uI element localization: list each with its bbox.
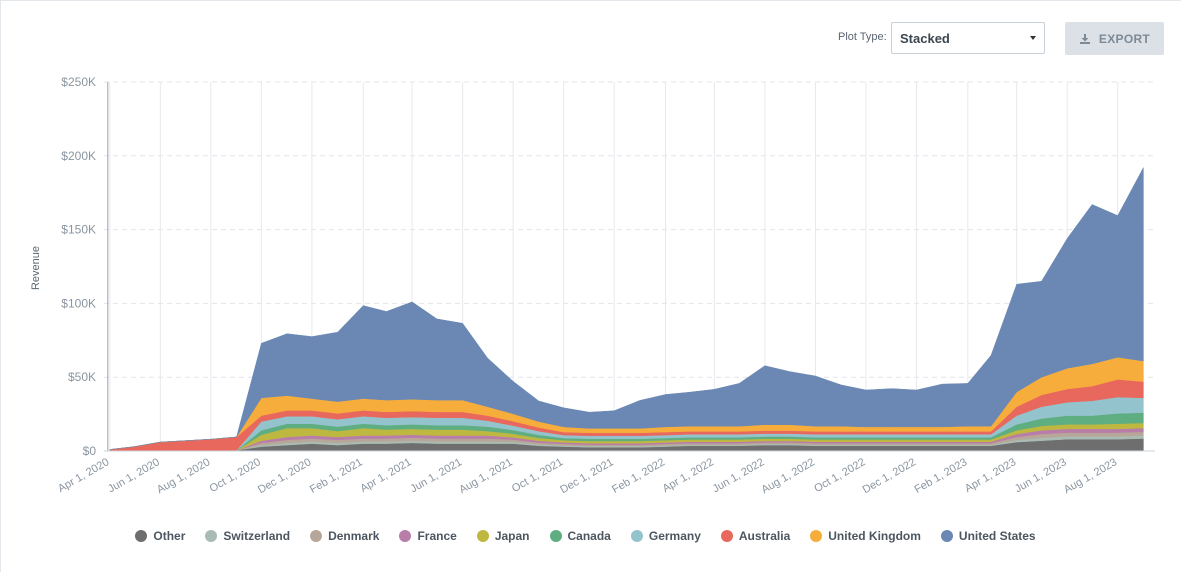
x-tick-label: Aug 1, 2022: [760, 456, 817, 496]
legend-item-canada[interactable]: Canada: [549, 529, 611, 543]
x-tick-label: Jun 1, 2023: [1013, 456, 1069, 495]
legend-item-united-kingdom[interactable]: United Kingdom: [810, 529, 921, 543]
x-tick-label: Oct 1, 2022: [812, 456, 867, 495]
legend-label: Other: [153, 529, 186, 543]
area-united-states: [109, 167, 1144, 450]
x-tick-label: Feb 1, 2021: [308, 456, 365, 496]
legend-marker: [310, 530, 323, 542]
legend-label: Germany: [648, 529, 701, 543]
panel-left-border: [0, 0, 1, 572]
y-tick-label: $50K: [68, 370, 96, 384]
legend-item-france[interactable]: France: [399, 529, 457, 543]
legend-item-other[interactable]: Other: [135, 529, 185, 543]
x-tick-label: Aug 1, 2021: [457, 456, 514, 496]
legend-item-united-states[interactable]: United States: [940, 529, 1036, 543]
chart-areas: [109, 167, 1144, 452]
plot-type-value: Stacked: [900, 30, 950, 46]
legend-label: Canada: [567, 529, 611, 543]
legend-item-germany[interactable]: Germany: [630, 529, 701, 543]
x-tick-label: Dec 1, 2020: [256, 456, 313, 496]
legend-marker: [720, 530, 733, 542]
x-tick-label: Dec 1, 2022: [861, 456, 918, 496]
legend-label: France: [417, 529, 457, 543]
y-tick-label: $200K: [61, 149, 96, 163]
legend-marker: [810, 530, 823, 542]
x-tick-label: Aug 1, 2023: [1062, 456, 1119, 496]
x-tick-label: Oct 1, 2021: [510, 456, 565, 495]
x-tick-label: Oct 1, 2020: [208, 456, 263, 495]
x-tick-label: Feb 1, 2022: [610, 456, 667, 496]
x-tick-label: Apr 1, 2023: [963, 456, 1018, 495]
plot-type-dropdown[interactable]: Stacked: [891, 22, 1045, 54]
plot-type-label: Plot Type:: [838, 31, 887, 43]
legend-marker: [630, 530, 643, 542]
x-tick-label: Dec 1, 2021: [558, 456, 615, 496]
legend-marker: [476, 530, 489, 542]
export-label: EXPORT: [1098, 31, 1151, 46]
legend-marker: [399, 530, 412, 542]
chart-legend: Other Switzerland Denmark France Japan Canada…: [0, 529, 1181, 543]
x-tick-label: Apr 1, 2021: [358, 456, 413, 495]
export-button[interactable]: EXPORT: [1065, 22, 1164, 55]
legend-item-denmark[interactable]: Denmark: [310, 529, 379, 543]
x-tick-label: Apr 1, 2020: [56, 456, 111, 495]
x-tick-label: Jun 1, 2021: [408, 456, 464, 495]
legend-label: Switzerland: [223, 529, 291, 543]
x-tick-label: Aug 1, 2020: [155, 456, 212, 496]
y-tick-label: $150K: [61, 223, 96, 237]
x-tick-label: Jun 1, 2020: [106, 456, 162, 495]
y-tick-label: $0: [83, 444, 97, 458]
legend-item-japan[interactable]: Japan: [476, 529, 530, 543]
legend-label: Australia: [738, 529, 791, 543]
download-icon: [1079, 33, 1090, 44]
x-tick-label: Feb 1, 2023: [912, 456, 969, 496]
y-tick-label: $100K: [61, 296, 96, 310]
legend-marker: [549, 530, 562, 542]
legend-label: Denmark: [328, 529, 380, 543]
legend-item-switzerland[interactable]: Switzerland: [205, 529, 290, 543]
legend-item-australia[interactable]: Australia: [720, 529, 791, 543]
x-tick-label: Jun 1, 2022: [711, 456, 767, 495]
legend-marker: [205, 530, 218, 542]
y-tick-label: $250K: [61, 75, 96, 89]
x-tick-label: Apr 1, 2022: [661, 456, 716, 495]
legend-label: United Kingdom: [828, 529, 921, 543]
legend-label: Japan: [494, 529, 530, 543]
legend-marker: [940, 530, 953, 542]
chevron-down-icon: [1030, 36, 1036, 40]
legend-label: United States: [958, 529, 1036, 543]
panel-top-border: [0, 0, 1181, 1]
legend-marker: [135, 530, 148, 542]
